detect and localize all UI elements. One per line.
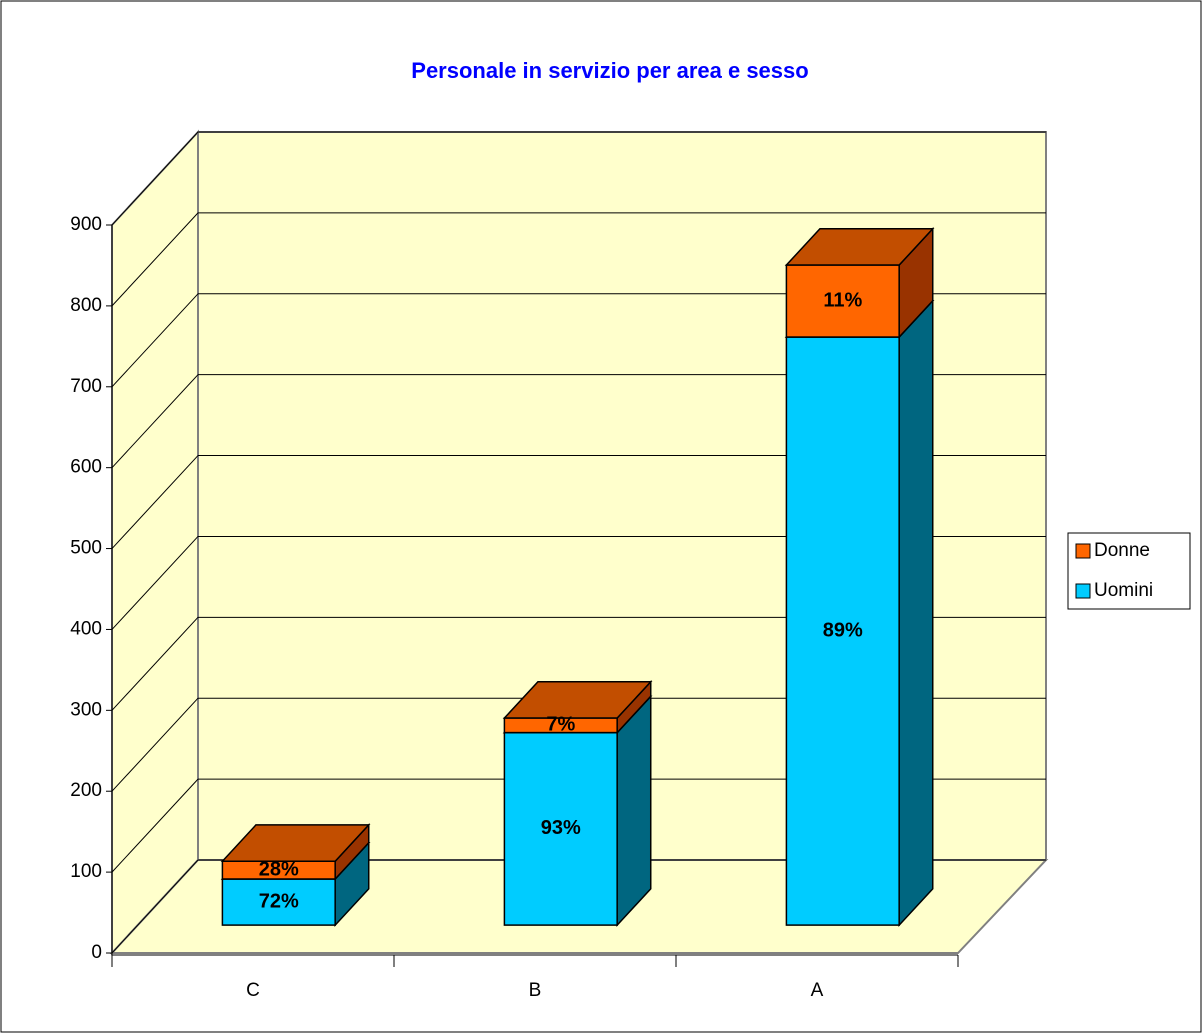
y-tick-label: 200 xyxy=(70,780,102,801)
value-label: 7% xyxy=(546,714,575,736)
x-tick-label: B xyxy=(529,980,542,1001)
bar-segment xyxy=(502,679,653,735)
bar-front xyxy=(503,731,618,926)
bar-top xyxy=(220,824,371,862)
x-tick-label: A xyxy=(811,980,824,1001)
legend-label: Donne xyxy=(1094,540,1150,561)
grid-line-side xyxy=(111,778,199,873)
value-label: 28% xyxy=(259,858,299,880)
grid-line-side xyxy=(111,455,199,549)
y-tick-label: 800 xyxy=(70,295,102,316)
bar-segment xyxy=(784,298,935,928)
y-tick-label: 900 xyxy=(70,214,102,235)
bar-front xyxy=(785,264,900,338)
y-tick-label: 300 xyxy=(70,699,102,720)
y-tick-label: 0 xyxy=(91,942,102,963)
grid-line-side xyxy=(111,374,199,469)
grid-line-side xyxy=(111,616,199,711)
bar-top xyxy=(502,681,653,719)
y-tick-label: 500 xyxy=(70,538,102,559)
value-label: 89% xyxy=(823,619,863,641)
grid-line-side xyxy=(111,212,199,307)
legend-label: Uomini xyxy=(1094,580,1153,601)
y-tick-label: 600 xyxy=(70,457,102,478)
bar-segment xyxy=(784,226,935,339)
grid-line-side xyxy=(111,536,199,630)
bar-top xyxy=(784,228,935,266)
grid-line-side xyxy=(111,293,199,388)
chart-title: Personale in servizio per area e sesso xyxy=(411,58,808,83)
bar-side xyxy=(616,694,652,928)
grid-line-side xyxy=(111,697,199,792)
grid-line-side xyxy=(111,131,199,226)
x-tick-label: C xyxy=(246,980,260,1001)
side-wall xyxy=(111,129,199,956)
grid-line-side xyxy=(111,859,199,954)
y-tick-label: 700 xyxy=(70,376,102,397)
bar-side xyxy=(898,298,934,928)
y-tick-label: 100 xyxy=(70,861,102,882)
bar-segment xyxy=(220,823,371,881)
value-label: 72% xyxy=(259,890,299,912)
value-label: 11% xyxy=(823,289,862,311)
legend-swatch xyxy=(1075,583,1091,599)
y-tick-label: 400 xyxy=(70,618,102,639)
value-label: 93% xyxy=(541,817,581,839)
legend-swatch xyxy=(1075,543,1091,559)
